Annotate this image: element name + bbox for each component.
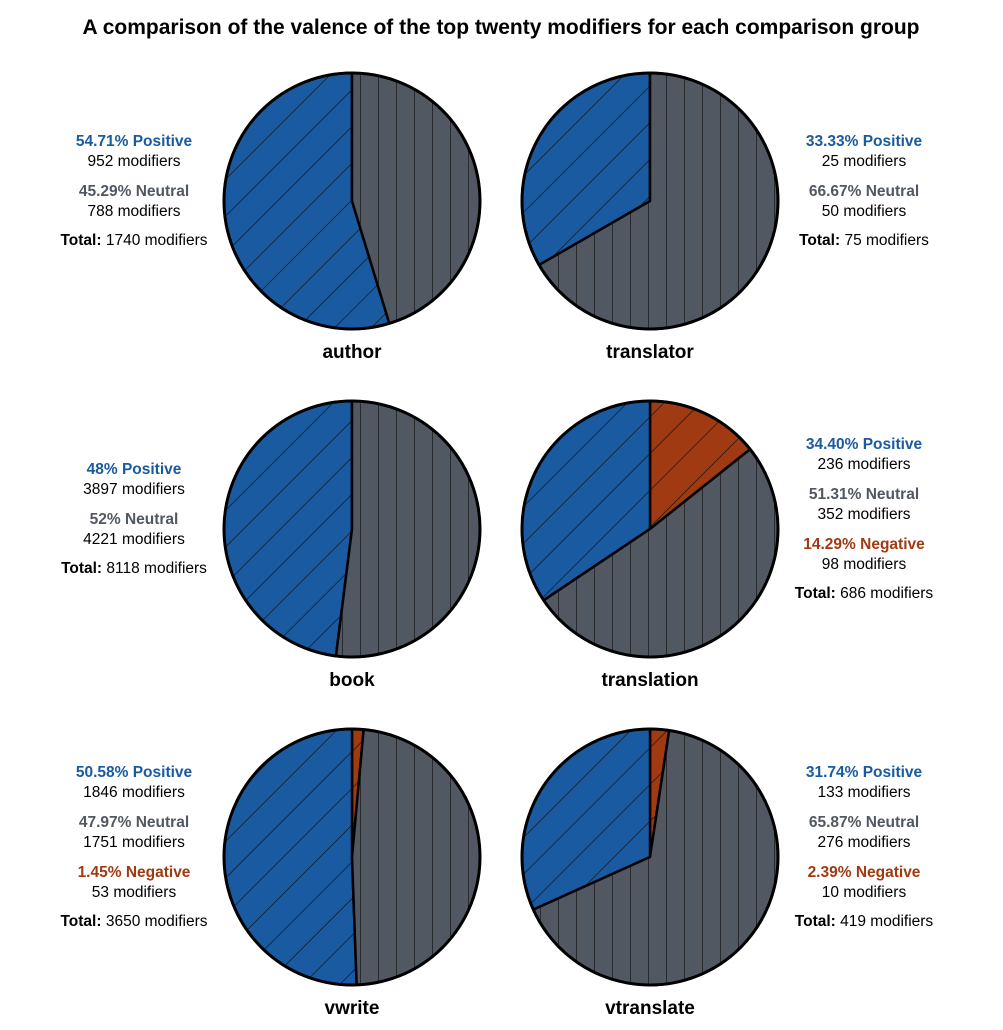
info-positive-percent: 33.33% Positive	[806, 133, 923, 150]
pie-slice-neutral	[334, 399, 482, 659]
info-neutral-percent: 66.67% Neutral	[809, 183, 919, 200]
info-positive-count: 236 modifiers	[817, 456, 910, 473]
pie-slice-positive	[222, 727, 358, 987]
info-total: Total: 8118 modifiers	[61, 560, 207, 577]
info-neutral-percent: 52% Neutral	[90, 511, 179, 528]
info-positive-count: 1846 modifiers	[83, 784, 185, 801]
info-negative-count: 10 modifiers	[822, 884, 907, 901]
info-negative-percent: 2.39% Negative	[808, 864, 921, 881]
info-neutral-count: 4221 modifiers	[83, 531, 185, 548]
pie-vtranslate: vtranslate 31.74% Positive 133 modifiers 65…	[520, 727, 934, 1019]
info-neutral-count: 1751 modifiers	[83, 834, 185, 851]
info-total-label: Total:	[795, 585, 840, 602]
info-total: Total: 419 modifiers	[795, 913, 934, 930]
pie-label: vtranslate	[605, 998, 695, 1019]
info-positive-count: 3897 modifiers	[83, 481, 185, 498]
info-negative-percent: 1.45% Negative	[78, 864, 191, 881]
info-neutral-count: 352 modifiers	[817, 506, 910, 523]
info-total-value: 1740 modifiers	[106, 232, 208, 249]
info-neutral-count: 276 modifiers	[817, 834, 910, 851]
pie-label: translator	[606, 342, 694, 363]
info-negative-count: 53 modifiers	[92, 884, 177, 901]
info-positive-percent: 48% Positive	[87, 461, 182, 478]
info-total: Total: 3650 modifiers	[60, 913, 207, 930]
info-total-label: Total:	[799, 232, 844, 249]
info-positive-percent: 31.74% Positive	[806, 764, 923, 781]
pie-slice-neutral	[350, 728, 482, 987]
pie-label: author	[322, 342, 382, 363]
pie-translator: translator 33.33% Positive 25 modifiers 66.…	[520, 71, 929, 363]
pie-book: book 48% Positive 3897 modifiers 52% Neutra…	[61, 399, 482, 691]
info-total-value: 75 modifiers	[844, 232, 929, 249]
chart-title: A comparison of the valence of the top t…	[82, 16, 919, 39]
info-positive-percent: 34.40% Positive	[806, 436, 923, 453]
info-neutral-percent: 47.97% Neutral	[79, 814, 189, 831]
pie-slice-positive	[222, 399, 354, 658]
info-neutral-percent: 51.31% Neutral	[809, 486, 919, 503]
info-positive-count: 952 modifiers	[87, 153, 180, 170]
info-total: Total: 1740 modifiers	[60, 232, 207, 249]
pie-label: vwrite	[325, 998, 380, 1019]
info-negative-count: 98 modifiers	[822, 556, 907, 573]
info-positive-count: 25 modifiers	[822, 153, 907, 170]
info-positive-percent: 54.71% Positive	[76, 133, 193, 150]
info-neutral-count: 50 modifiers	[822, 203, 907, 220]
info-neutral-count: 788 modifiers	[87, 203, 180, 220]
info-total-value: 3650 modifiers	[106, 913, 208, 930]
info-total-label: Total:	[61, 560, 106, 577]
pie-vwrite: vwrite 50.58% Positive 1846 modifiers 47.97…	[60, 727, 482, 1019]
info-negative-percent: 14.29% Negative	[803, 536, 925, 553]
info-neutral-percent: 45.29% Neutral	[79, 183, 189, 200]
pie-label: book	[329, 670, 375, 691]
info-total-value: 419 modifiers	[840, 913, 933, 930]
info-total-label: Total:	[795, 913, 840, 930]
info-neutral-percent: 65.87% Neutral	[809, 814, 919, 831]
pie-translation: translation 34.40% Positive 236 modifiers 5…	[520, 399, 934, 691]
info-positive-percent: 50.58% Positive	[76, 764, 193, 781]
info-total: Total: 75 modifiers	[799, 232, 929, 249]
info-total: Total: 686 modifiers	[795, 585, 934, 602]
info-total-value: 8118 modifiers	[106, 560, 207, 577]
info-positive-count: 133 modifiers	[817, 784, 910, 801]
info-total-label: Total:	[60, 232, 105, 249]
pie-label: translation	[601, 670, 698, 691]
info-total-label: Total:	[60, 913, 105, 930]
pie-author: author 54.71% Positive 952 modifiers 45.29%…	[60, 71, 482, 363]
info-total-value: 686 modifiers	[840, 585, 933, 602]
